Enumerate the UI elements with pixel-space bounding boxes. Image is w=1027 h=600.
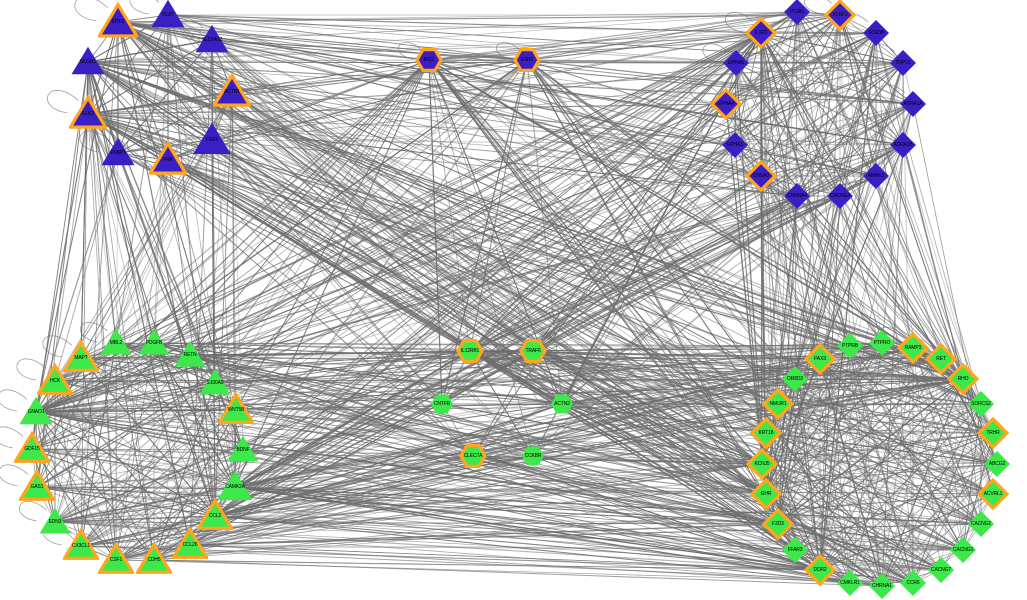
graph-node-trpv1[interactable]: TRPV1 [887, 47, 919, 79]
graph-node-chrna4[interactable]: CHRNA4 [781, 180, 813, 212]
graph-node-actn2[interactable]: ACTN2 [548, 390, 576, 418]
graph-node-bdnf[interactable]: BDNF [226, 433, 260, 467]
graph-node-esr2[interactable]: ESR2 [512, 45, 542, 75]
graph-node-trhr[interactable]: TRHR [976, 416, 1010, 450]
graph-node-ghr[interactable]: GHR [749, 477, 783, 511]
graph-node-fnbp1[interactable]: FNBP1 [100, 135, 136, 171]
graph-node-cacng7[interactable]: CACNG7 [925, 554, 957, 586]
graph-node-scn3b[interactable]: SCN3B [860, 17, 892, 49]
graph-node-abcg2[interactable]: ABCG2 [981, 448, 1013, 480]
graph-node-gdf15[interactable]: GDF15 [14, 431, 50, 467]
graph-node-kcnj5[interactable]: KCNJ5 [745, 447, 779, 481]
graph-node-cx3cl1[interactable]: CX3CL1 [63, 528, 99, 564]
graph-node-epha4[interactable]: EPHA4 [709, 87, 743, 121]
graph-node-il12rb1[interactable]: IL12RB1 [455, 336, 485, 366]
graph-node-fgf6[interactable]: FGF6 [192, 120, 232, 160]
graph-node-epha3[interactable]: EPHA3 [719, 129, 751, 161]
graph-node-actn1[interactable]: ACTN1 [213, 73, 251, 111]
graph-node-mtf2[interactable]: MTF2 [98, 2, 138, 42]
graph-node-clec7a[interactable]: CLEC7A [458, 441, 488, 471]
graph-node-ccl26[interactable]: CCL26 [172, 527, 208, 563]
graph-node-elk3[interactable]: ELK3 [69, 95, 107, 133]
graph-node-ptpro[interactable]: PTPRO [866, 327, 898, 359]
graph-node-traf6[interactable]: TRAF6 [518, 336, 548, 366]
graph-node-ccr6[interactable]: CCR6 [897, 567, 929, 599]
graph-node-adra1a[interactable]: ADRA1A [897, 88, 929, 120]
graph-node-cacng4[interactable]: CACNG4 [824, 180, 856, 212]
graph-node-amhr2[interactable]: AMHR2 [860, 160, 892, 192]
graph-node-il1r2[interactable]: IL1R2 [744, 16, 778, 50]
graph-node-cmklr1[interactable]: CMKLR1 [834, 567, 866, 599]
graph-node-irs1[interactable]: IRS1 [414, 45, 444, 75]
graph-node-frk[interactable]: FRK [149, 141, 187, 179]
graph-node-epha5[interactable]: EPHA5 [720, 47, 752, 79]
graph-node-acvrl1[interactable]: ACVRL1 [976, 477, 1010, 511]
graph-node-cckbr[interactable]: CCKBR [519, 442, 547, 470]
graph-node-cdh5[interactable]: CDH5 [136, 542, 172, 578]
graph-node-wnt5b[interactable]: WNT5B [218, 392, 254, 428]
graph-node-mbl2[interactable]: MBL2 [99, 326, 133, 360]
graph-node-cnga3[interactable]: CNGA3 [744, 159, 778, 193]
graph-node-pdgfb[interactable]: PDGFB [137, 326, 171, 360]
graph-node-gnao1[interactable]: GNAO1 [18, 394, 54, 430]
graph-node-chrna1[interactable]: CHRNA1 [866, 570, 898, 600]
graph-node-slc6a12[interactable]: SLC6A12 [194, 22, 230, 58]
graph-node-gas1[interactable]: GAS1 [19, 469, 55, 505]
graph-node-krt18[interactable]: KRT18 [749, 416, 783, 450]
graph-node-ptprb[interactable]: PTPRB [834, 330, 866, 362]
graph-node-adra1b[interactable]: ADRA1B [887, 129, 919, 161]
graph-node-klrf1[interactable]: KLRF1 [823, 0, 857, 32]
graph-node-plat[interactable]: PLAT [150, 0, 186, 33]
graph-node-nlgn1[interactable]: NLGN1 [70, 44, 106, 80]
graph-node-ddr2[interactable]: DDR2 [803, 553, 837, 587]
graph-node-csf1[interactable]: CSF1 [98, 542, 134, 578]
graph-node-cntfr[interactable]: CNTFR [428, 390, 456, 418]
graph-node-itga5[interactable]: ITGA5 [781, 0, 813, 28]
